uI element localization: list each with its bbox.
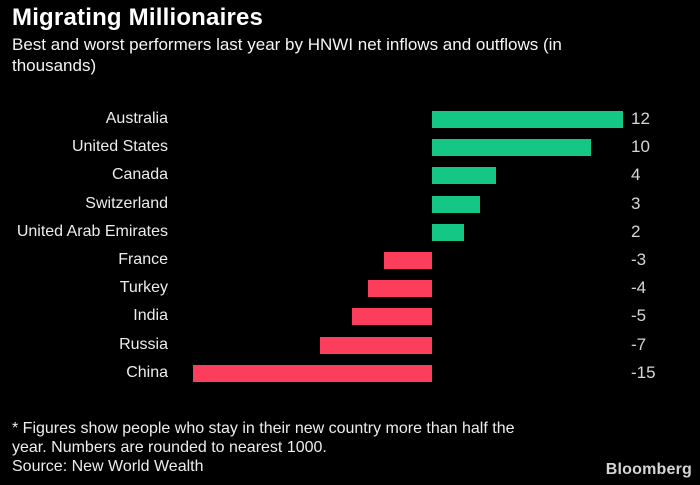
chart-title: Migrating Millionaires	[12, 4, 264, 31]
negative-bar	[193, 364, 432, 382]
chart-row: Turkey -4	[0, 274, 700, 302]
subtitle-line-1: Best and worst performers last year by H…	[12, 35, 562, 54]
category-label: Australia	[105, 110, 168, 127]
chart-row: India -5	[0, 302, 700, 330]
chart-subtitle: Best and worst performers last year by H…	[12, 34, 562, 76]
value-label: -3	[631, 250, 647, 269]
chart-row: Russia -7	[0, 331, 700, 359]
chart-row: Australia 12	[0, 105, 700, 133]
chart-row: United States 10	[0, 133, 700, 161]
value-label: -4	[631, 278, 647, 298]
category-label: United Arab Emirates	[16, 222, 168, 240]
value-label: 12	[631, 109, 650, 128]
category-label: United States	[71, 138, 168, 156]
category-label: India	[133, 307, 168, 325]
value-label: 10	[631, 137, 650, 157]
negative-bar	[384, 252, 432, 269]
value-label: 4	[631, 165, 641, 185]
source-line: Source: New World Wealth	[12, 458, 204, 475]
positive-bar	[432, 167, 496, 185]
category-label: Switzerland	[85, 194, 168, 212]
footnote-line-2: year. Numbers are rounded to nearest 100…	[12, 439, 327, 456]
positive-bar	[432, 111, 624, 128]
footnote-line-1: * Figures show people who stay in their …	[12, 420, 515, 437]
negative-bar	[320, 336, 432, 354]
chart-row: France -3	[0, 246, 700, 274]
value-label: -15	[631, 362, 656, 382]
category-label: China	[126, 363, 168, 381]
chart-row: Canada 4	[0, 161, 700, 189]
value-label: -5	[631, 306, 647, 326]
positive-bar	[432, 223, 464, 241]
positive-bar	[432, 139, 592, 157]
bloomberg-logo: Bloomberg	[605, 461, 692, 478]
chart-row: Switzerland 3	[0, 190, 700, 218]
negative-bar	[352, 308, 432, 326]
value-label: -7	[631, 334, 647, 354]
positive-bar	[432, 195, 480, 213]
bar-chart: Australia 12 United States 10 Canada 4 Switzer…	[0, 105, 700, 388]
chart-row: China -15	[0, 359, 700, 387]
subtitle-line-2: thousands)	[12, 56, 97, 75]
chart-row: United Arab Emirates 2	[0, 218, 700, 246]
value-label: 2	[631, 221, 641, 241]
negative-bar	[368, 280, 432, 298]
chart-footer: * Figures show people who stay in their …	[12, 419, 515, 476]
value-label: 3	[631, 193, 641, 213]
category-label: France	[118, 251, 168, 268]
category-label: Canada	[111, 166, 168, 184]
category-label: Turkey	[119, 279, 168, 297]
category-label: Russia	[119, 335, 168, 353]
